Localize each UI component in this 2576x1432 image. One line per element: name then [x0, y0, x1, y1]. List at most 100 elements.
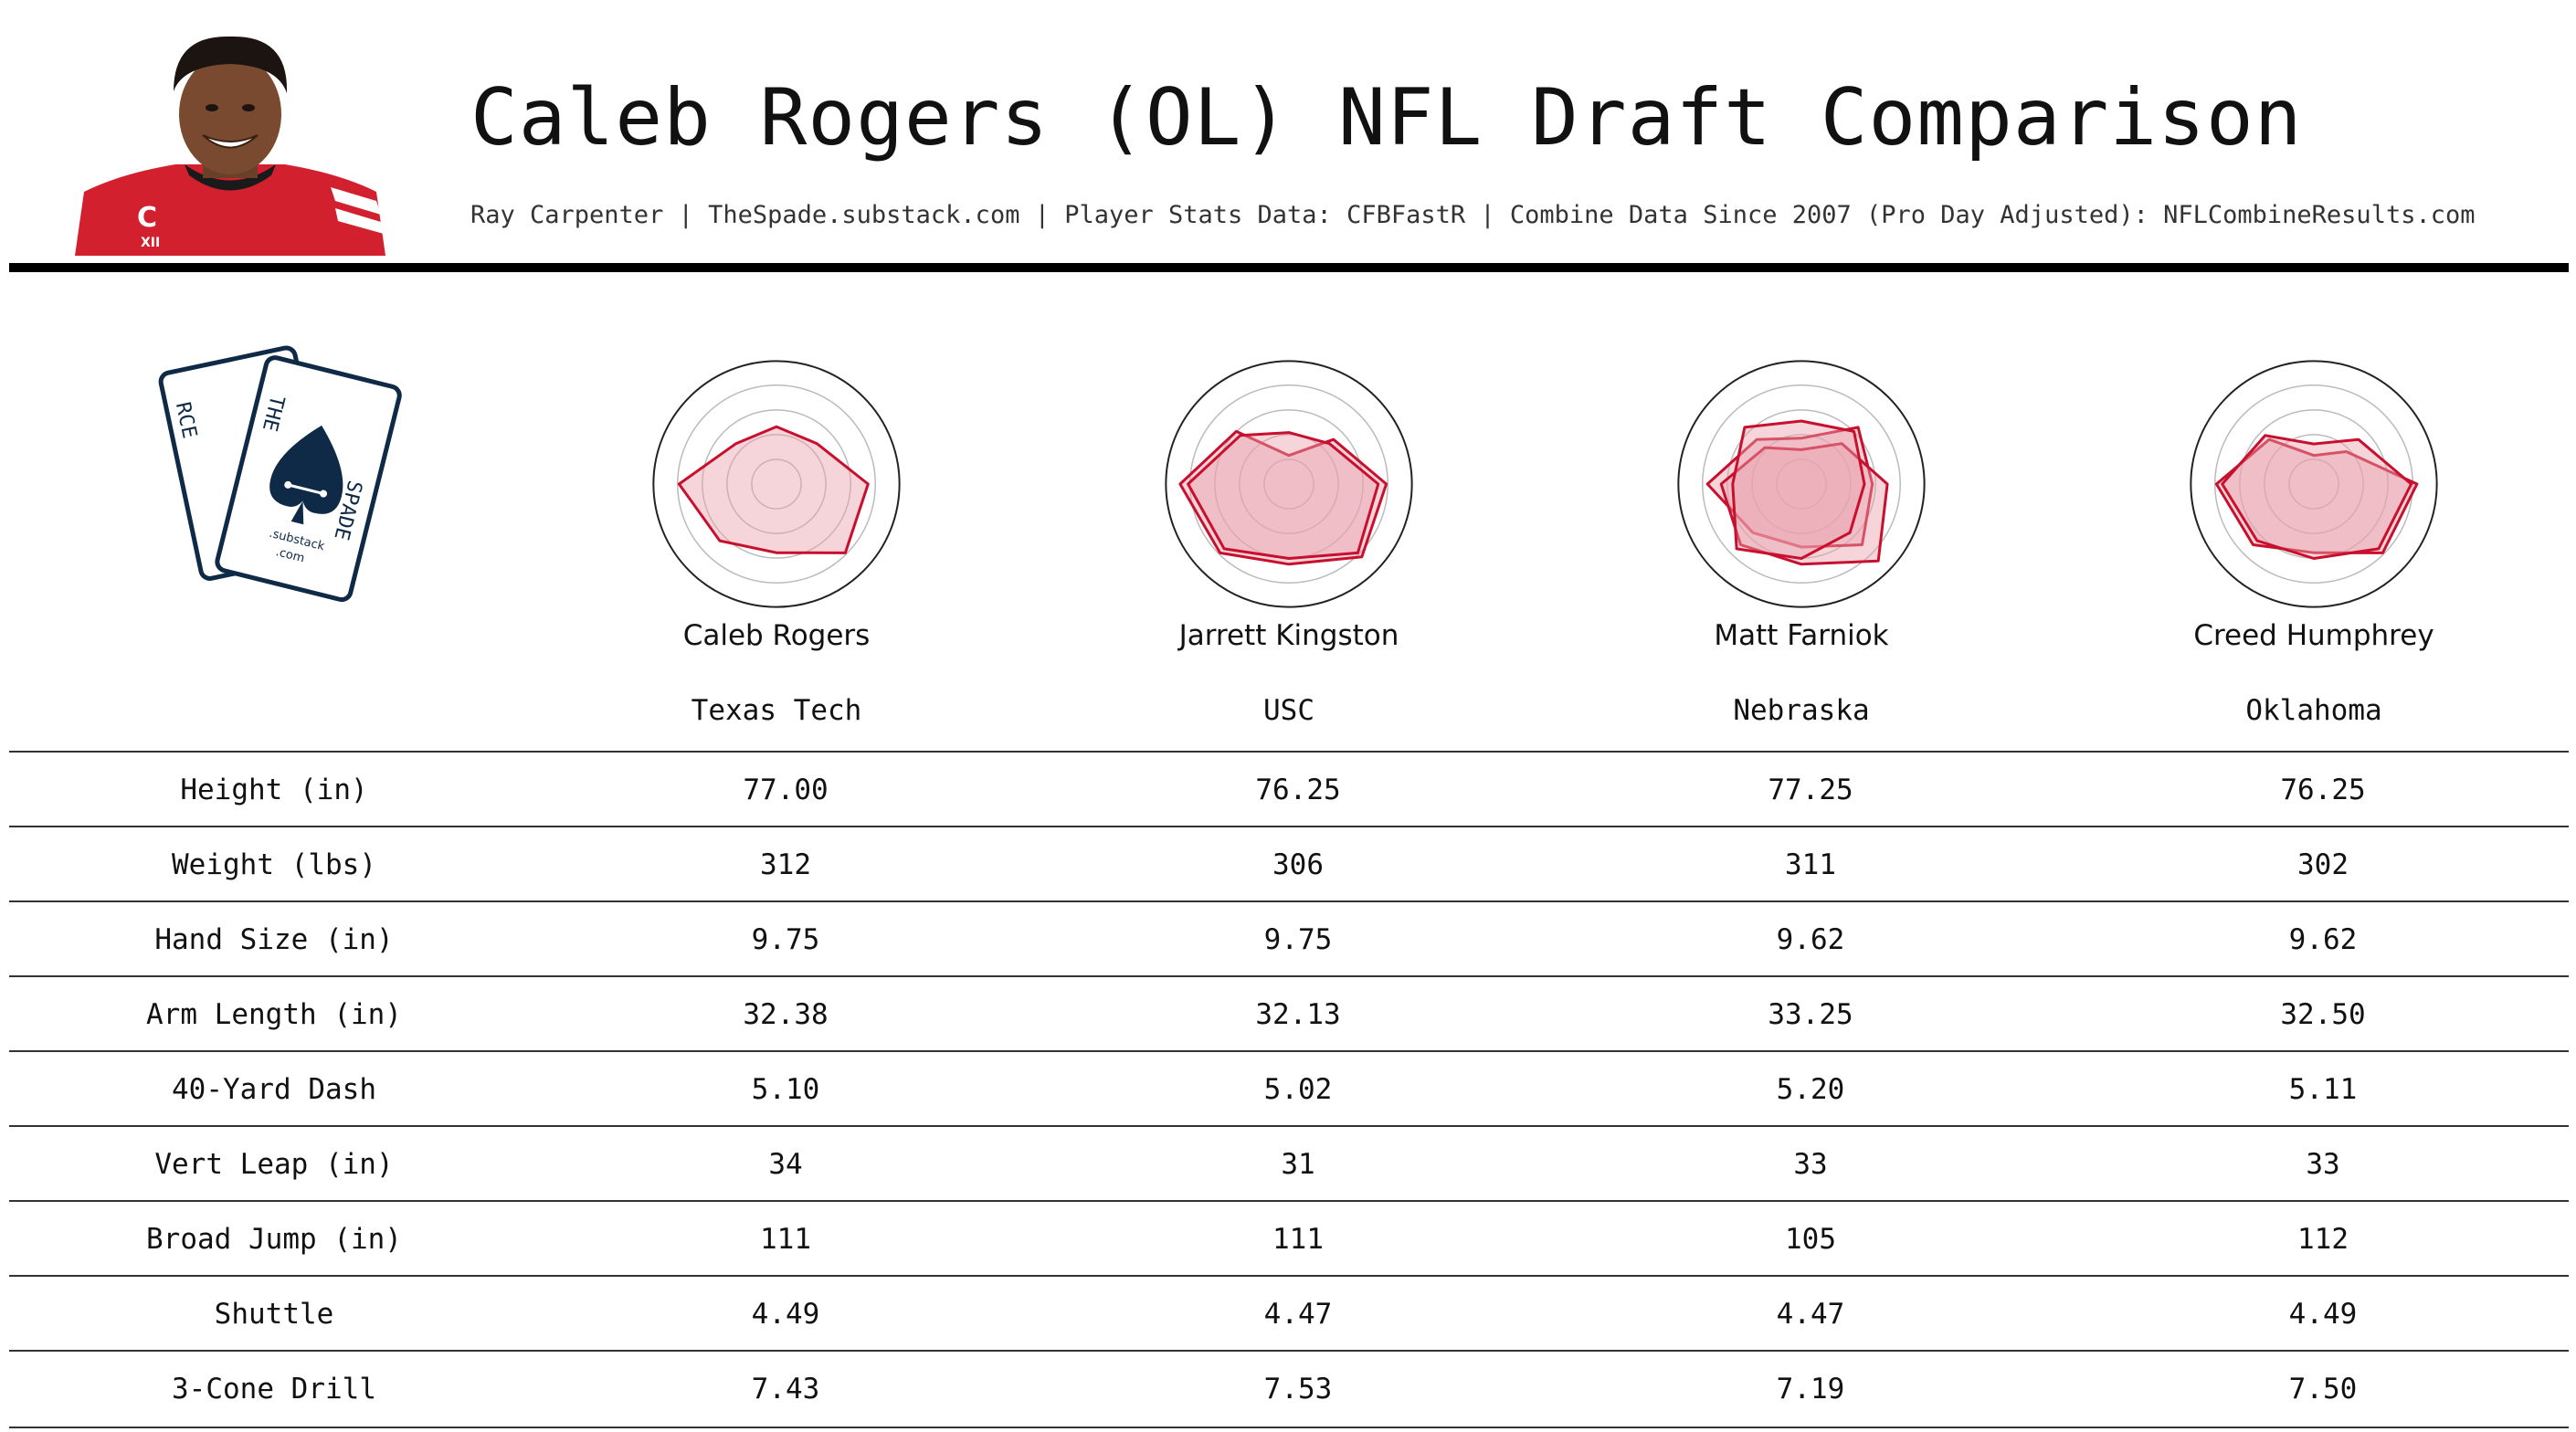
radar-frame — [1165, 360, 1413, 608]
radar-grid-ring — [751, 458, 802, 510]
metric-value: 33 — [1793, 1148, 1828, 1181]
metric-value: 32.50 — [2280, 998, 2366, 1031]
metric-label: Shuttle — [214, 1298, 334, 1331]
table-row: Hand Size (in) 9.75 9.75 9.62 9.62 — [9, 900, 2569, 977]
radar-series-polygon — [1705, 426, 1874, 549]
metric-value: 5.10 — [751, 1073, 820, 1106]
metric-label: 3-Cone Drill — [172, 1373, 376, 1406]
eye-left — [206, 104, 218, 111]
metric-value: 111 — [1272, 1223, 1324, 1256]
metric-label: Height (in) — [180, 774, 368, 806]
table-row: Arm Length (in) 32.38 32.13 33.25 32.50 — [9, 975, 2569, 1052]
metric-value: 77.25 — [1768, 774, 1853, 806]
radar-series-polygon — [2221, 434, 2413, 560]
player-name: Matt Farniok — [1714, 619, 1889, 652]
metric-value: 311 — [1785, 848, 1836, 881]
radar-grid-ring — [2214, 384, 2413, 584]
radar-series-polygon — [1731, 419, 1866, 560]
metric-value: 33 — [2306, 1148, 2340, 1181]
radar-series-polygon — [1187, 431, 1380, 560]
metric-value: 5.11 — [2288, 1073, 2358, 1106]
metric-value: 9.62 — [1776, 923, 1845, 956]
player-school: Nebraska — [1733, 694, 1870, 727]
metric-value: 77.00 — [743, 774, 829, 806]
metric-value: 4.49 — [751, 1298, 820, 1331]
radar-chart-creed-humphrey — [2190, 360, 2438, 608]
table-row: Broad Jump (in) 111 111 105 112 — [9, 1200, 2569, 1277]
radar-chart-caleb-rogers — [652, 360, 901, 608]
page-title: Caleb Rogers (OL) NFL Draft Comparison — [470, 72, 2303, 163]
table-row: Vert Leap (in) 34 31 33 33 — [9, 1125, 2569, 1202]
svg-text:.com: .com — [274, 545, 306, 565]
radar-grid-ring — [1702, 384, 1901, 584]
radar-grid-ring — [677, 384, 876, 584]
table-row: Weight (lbs) 312 306 311 302 — [9, 826, 2569, 902]
jersey-collar — [185, 164, 276, 191]
metric-value: 9.62 — [2288, 923, 2358, 956]
metric-value: 7.19 — [1776, 1373, 1845, 1406]
table-row: Shuttle 4.49 4.47 4.47 4.49 — [9, 1275, 2569, 1352]
player-school: Texas Tech — [691, 694, 862, 727]
player-name: Creed Humphrey — [2193, 619, 2434, 652]
metric-label: Hand Size (in) — [154, 923, 394, 956]
metric-value: 302 — [2297, 848, 2349, 881]
radar-series-polygon — [677, 425, 870, 554]
metric-value: 312 — [760, 848, 811, 881]
metric-value: 5.20 — [1776, 1073, 1845, 1106]
metric-value: 34 — [768, 1148, 803, 1181]
radar-frame — [1677, 360, 1926, 608]
radar-grid-ring — [1776, 458, 1827, 510]
metric-value: 76.25 — [1255, 774, 1341, 806]
page-subtitle: Ray Carpenter | TheSpade.substack.com | … — [470, 201, 2476, 229]
hair — [174, 36, 288, 93]
jersey-stripe — [335, 208, 384, 234]
face — [179, 54, 281, 174]
metric-label: 40-Yard Dash — [172, 1073, 376, 1106]
spade-icon — [269, 425, 343, 525]
radar-chart-matt-farniok — [1677, 360, 1926, 608]
metric-label: Broad Jump (in) — [146, 1223, 402, 1256]
radar-grid-ring — [702, 409, 851, 559]
jersey-letter: C — [137, 202, 157, 234]
metric-label: Arm Length (in) — [146, 998, 402, 1031]
table-row: Height (in) 77.00 76.25 77.25 76.25 — [9, 751, 2569, 827]
logo-card-front: THE SPADE .substack .com — [215, 355, 402, 603]
header-rule — [9, 263, 2569, 272]
metric-label: Vert Leap (in) — [154, 1148, 394, 1181]
metric-value: 5.02 — [1263, 1073, 1333, 1106]
player-school: USC — [1263, 694, 1314, 727]
metric-value: 111 — [760, 1223, 811, 1256]
player-headshot: C XII — [75, 36, 385, 256]
smile — [202, 134, 259, 149]
player-name: Caleb Rogers — [682, 619, 871, 652]
radar-series-polygon — [2214, 437, 2419, 554]
jersey-patch: XII — [141, 236, 160, 250]
radar-grid-ring — [2264, 434, 2364, 534]
radar-frame — [2190, 360, 2438, 608]
radar-frame — [652, 360, 901, 608]
metric-value: 4.49 — [2288, 1298, 2358, 1331]
metric-value: 4.47 — [1263, 1298, 1333, 1331]
radar-grid-ring — [1263, 458, 1314, 510]
metric-value: 7.50 — [2288, 1373, 2358, 1406]
metric-value: 7.53 — [1263, 1373, 1333, 1406]
eye-right — [242, 104, 255, 111]
metric-value: 7.43 — [751, 1373, 820, 1406]
metric-value: 9.75 — [1263, 923, 1333, 956]
metric-value: 306 — [1272, 848, 1324, 881]
player-name: Jarrett Kingston — [1178, 619, 1399, 652]
radar-grid-ring — [726, 434, 827, 534]
jersey-stripe — [331, 187, 381, 215]
jersey-shape — [75, 164, 385, 256]
radar-grid-ring — [2288, 458, 2339, 510]
metric-value: 105 — [1785, 1223, 1836, 1256]
metric-value: 4.47 — [1776, 1298, 1845, 1331]
radar-series-polygon — [1178, 429, 1388, 566]
metric-value: 32.38 — [743, 998, 829, 1031]
metric-value: 112 — [2297, 1223, 2349, 1256]
radar-grid-ring — [1751, 434, 1852, 534]
metric-label: Weight (lbs) — [172, 848, 376, 881]
player-school: Oklahoma — [2245, 694, 2382, 727]
metric-value: 9.75 — [751, 923, 820, 956]
radar-grid-ring — [1239, 434, 1339, 534]
